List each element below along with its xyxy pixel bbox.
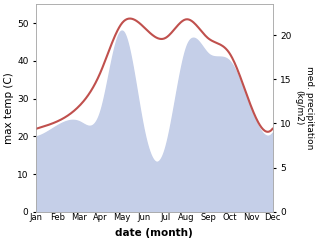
Y-axis label: med. precipitation
(kg/m2): med. precipitation (kg/m2)	[294, 66, 314, 150]
X-axis label: date (month): date (month)	[115, 228, 193, 238]
Y-axis label: max temp (C): max temp (C)	[4, 72, 14, 144]
